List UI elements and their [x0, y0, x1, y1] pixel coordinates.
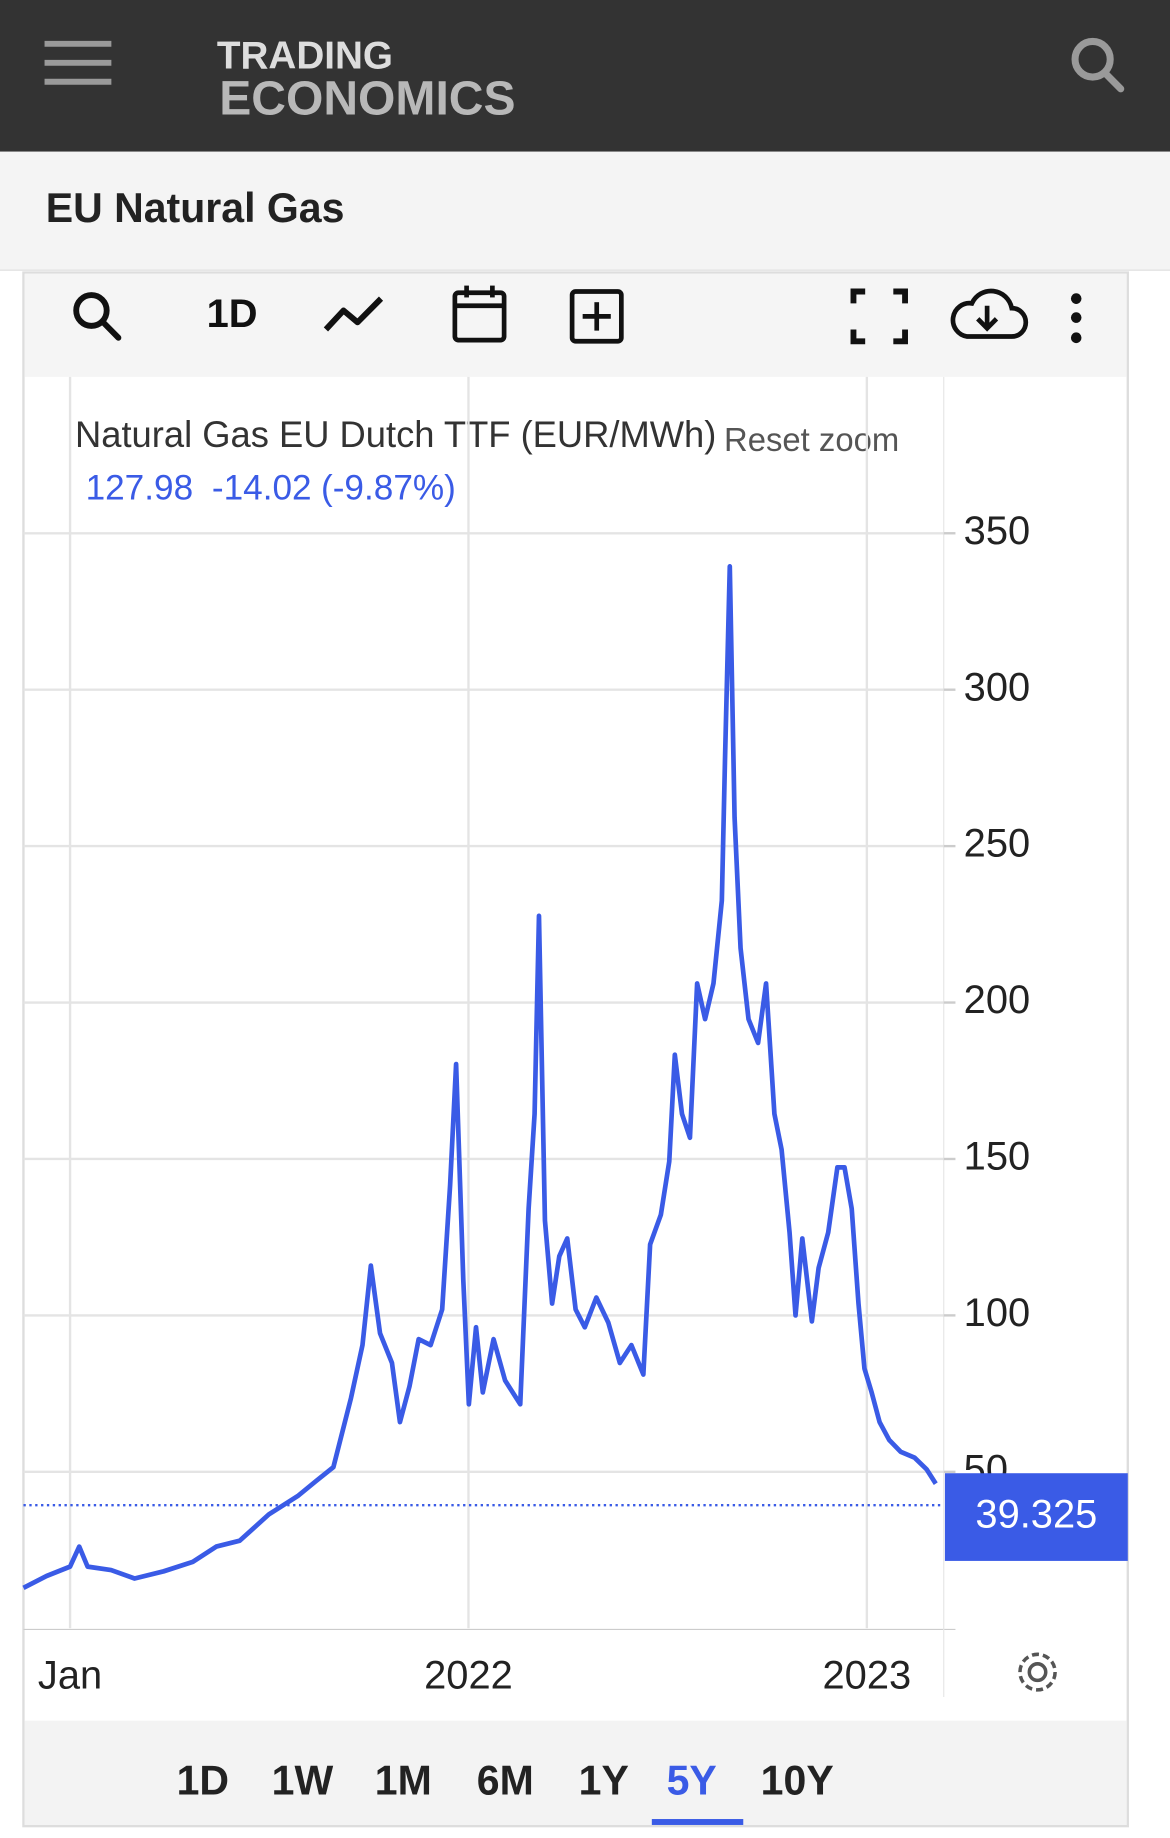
range-bar [24, 1720, 1127, 1825]
fullscreen-tool[interactable] [850, 288, 908, 345]
last-price-box [944, 1473, 1128, 1561]
compare-tool[interactable] [569, 289, 624, 344]
search-button[interactable] [1071, 37, 1125, 93]
price-line [22, 564, 938, 1590]
y-tick-label: 100 [964, 1291, 1030, 1335]
nav-bar [0, 0, 1170, 152]
quote-line: 127.98 -14.02 (-9.87%) [86, 469, 456, 508]
menu-button[interactable] [44, 40, 112, 85]
title-bar [0, 151, 1170, 271]
reset-zoom[interactable]: Reset zoom [724, 421, 899, 458]
more-tool[interactable] [1070, 293, 1082, 344]
y-tick-label: 150 [964, 1134, 1030, 1178]
y-tick-label: 250 [964, 822, 1030, 866]
chart-title: Natural Gas EU Dutch TTF (EUR/MWh) [75, 414, 716, 455]
range-button[interactable]: 5Y [667, 1757, 717, 1803]
y-tick-label: 300 [964, 665, 1030, 709]
x-tick-label: 2022 [424, 1653, 513, 1697]
quote-change-pct: (-9.87%) [321, 469, 456, 508]
page-title: EU Natural Gas [46, 185, 345, 231]
y-tick-label: 200 [964, 978, 1030, 1022]
range-button[interactable]: 1W [272, 1757, 334, 1803]
range-buttons: 1D 1W 1M 6M 1Y 5Y 10Y [177, 1757, 834, 1825]
interval-button[interactable]: 1D [207, 292, 258, 336]
brand-bottom[interactable]: ECONOMICS [219, 72, 515, 126]
overlay: 39.325 [23, 1473, 1128, 1561]
brand-top[interactable]: TRADING [217, 34, 393, 77]
range-button[interactable]: 10Y [761, 1757, 834, 1803]
settings-button[interactable] [1018, 1652, 1057, 1692]
date-tool[interactable] [452, 285, 507, 343]
range-button[interactable]: 1M [375, 1757, 432, 1803]
y-tick-label: 350 [964, 509, 1030, 553]
last-price-label: 39.325 [975, 1493, 1097, 1537]
range-button[interactable]: 1D [177, 1757, 229, 1803]
zoom-tool[interactable] [73, 292, 122, 341]
plot [22, 564, 938, 1590]
x-tick-label: Jan [38, 1653, 102, 1697]
x-tick-label: 2023 [823, 1653, 912, 1697]
quote-last: 127.98 [86, 469, 194, 508]
range-button[interactable]: 6M [477, 1757, 534, 1803]
quote-change: -14.02 [212, 469, 312, 508]
range-active-underline [651, 1819, 744, 1825]
range-button[interactable]: 1Y [579, 1757, 629, 1803]
download-tool[interactable] [950, 288, 1029, 339]
chart-type-tool[interactable] [323, 296, 384, 332]
